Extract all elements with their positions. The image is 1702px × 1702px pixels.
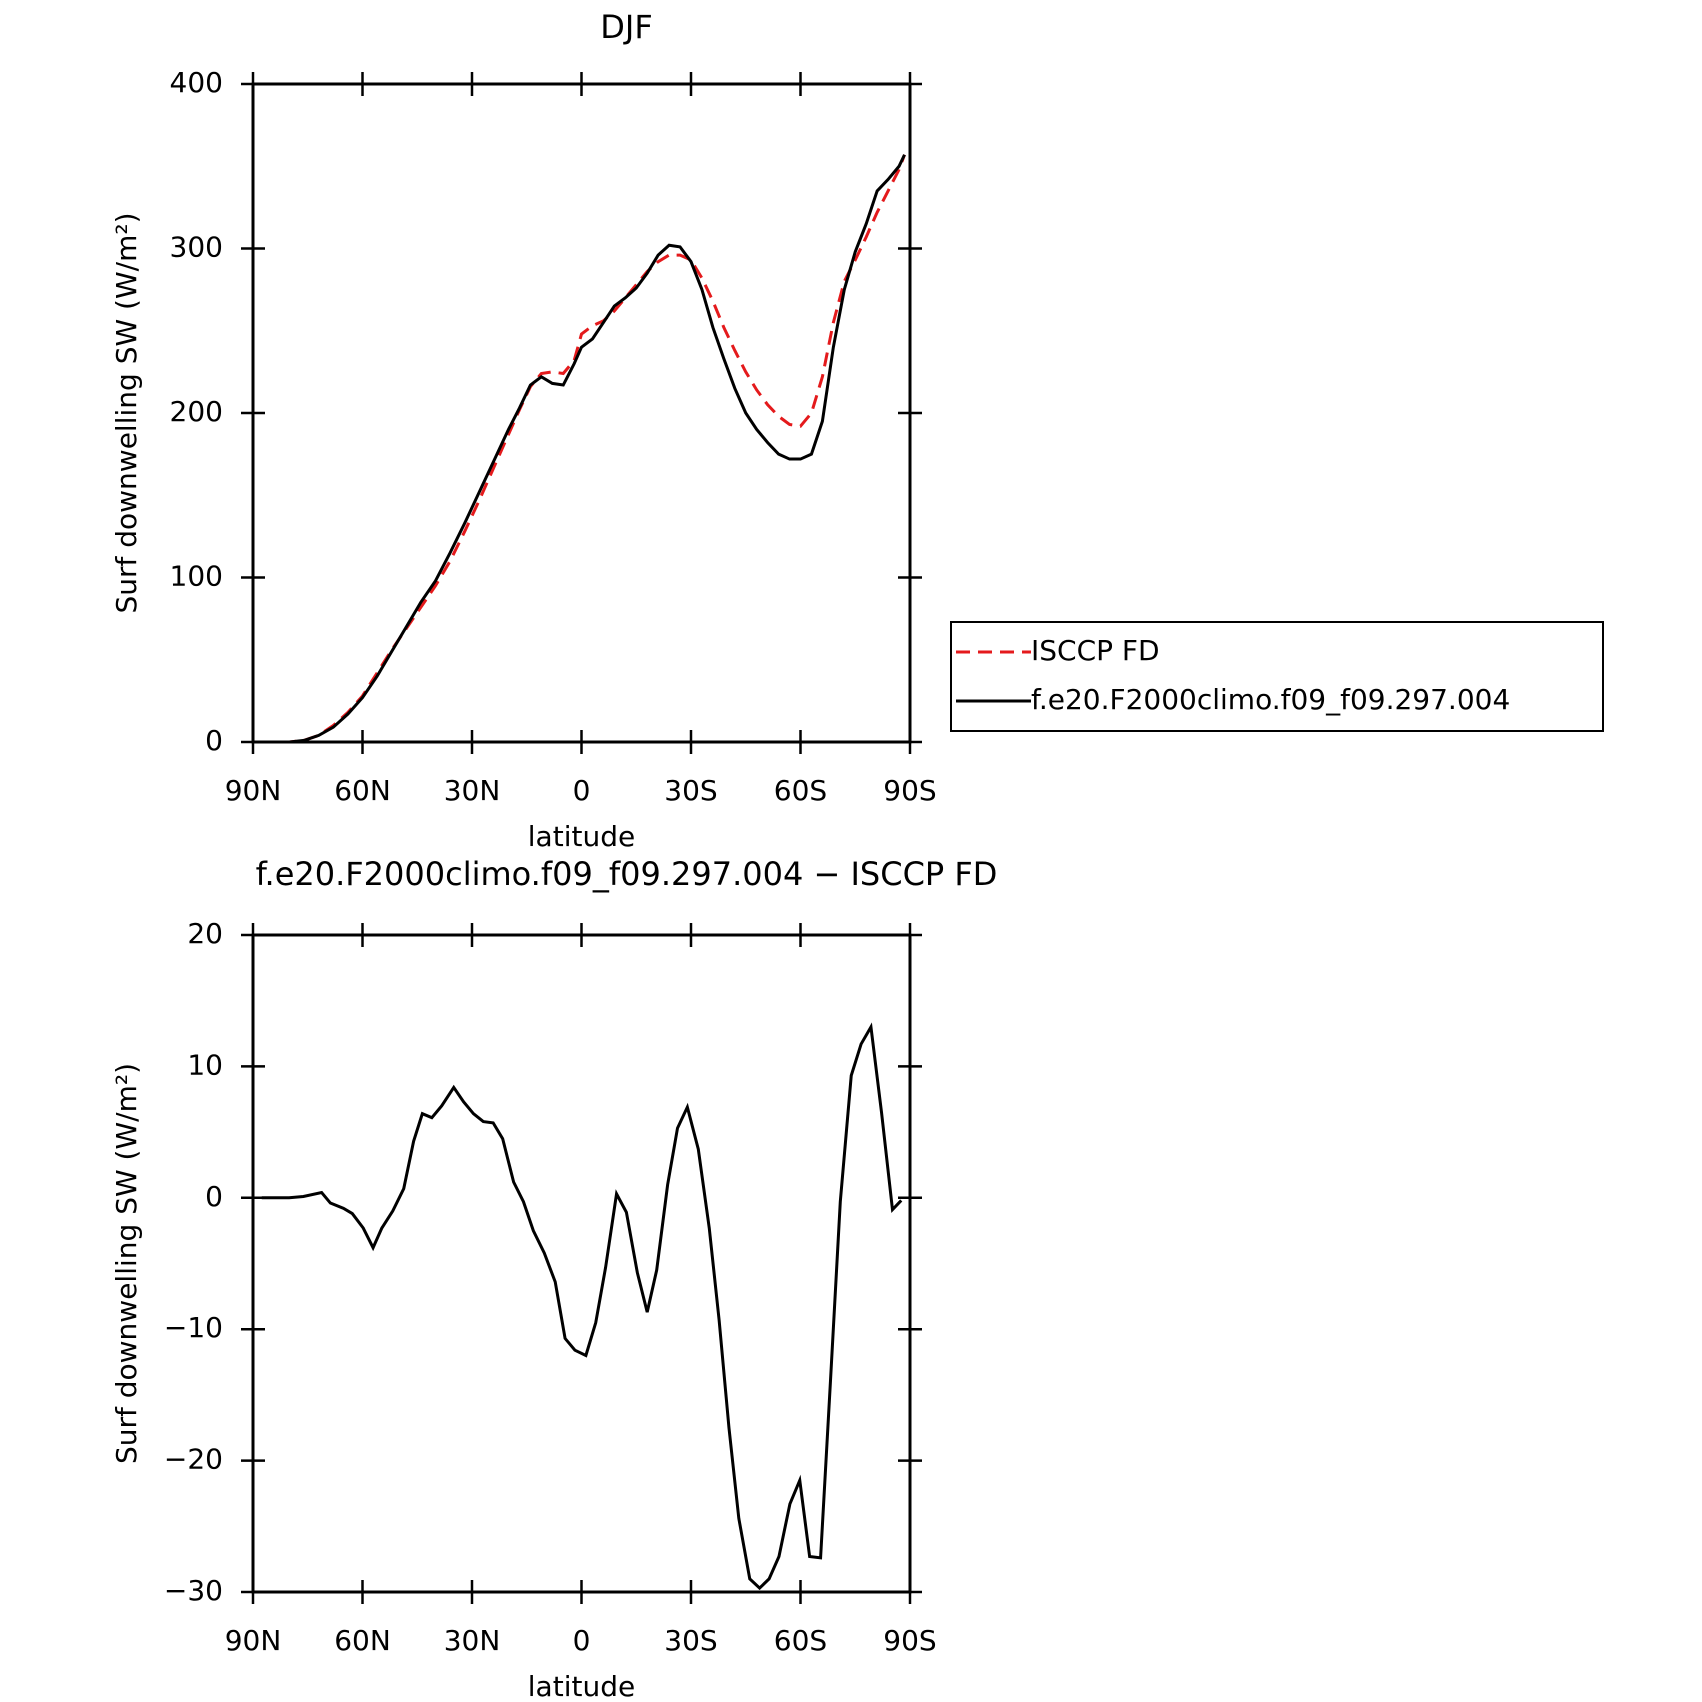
x-axis-label: latitude: [528, 820, 635, 853]
x-tick-label: 60S: [774, 774, 827, 807]
chart-title: f.e20.F2000climo.f09_f09.297.004 − ISCCP…: [256, 855, 998, 893]
chart-title: DJF: [600, 8, 652, 46]
y-tick-label: 300: [170, 231, 223, 264]
legend-label: f.e20.F2000climo.f09_f09.297.004: [1031, 683, 1510, 716]
data-line: [261, 1022, 903, 1591]
x-axis-label: latitude: [528, 1670, 635, 1702]
x-tick-label: 90S: [883, 1624, 936, 1657]
x-tick-label: 90S: [883, 774, 936, 807]
plot-frame: [251, 933, 912, 1594]
x-tick-label: 60N: [334, 774, 391, 807]
y-axis-label: Surf downwelling SW (W/m²): [110, 1063, 143, 1464]
x-tick-label: 60S: [774, 1624, 827, 1657]
x-tick-label: 60N: [334, 1624, 391, 1657]
y-tick-label: −10: [164, 1311, 223, 1344]
y-tick-label: 0: [205, 1180, 223, 1213]
plot-frame: [251, 82, 912, 744]
x-tick-label: 90N: [225, 1624, 282, 1657]
y-tick-label: 0: [205, 724, 223, 757]
y-tick-label: 20: [187, 917, 223, 950]
data-line: [260, 154, 906, 744]
y-tick-label: 100: [170, 560, 223, 593]
x-tick-label: 30N: [444, 774, 501, 807]
y-tick-label: −30: [164, 1574, 223, 1607]
y-tick-label: −20: [164, 1443, 223, 1476]
x-tick-label: 30S: [664, 1624, 717, 1657]
y-axis-label: Surf downwelling SW (W/m²): [110, 212, 143, 613]
legend-box: [950, 621, 1604, 732]
y-tick-label: 200: [170, 395, 223, 428]
legend-label: ISCCP FD: [1031, 634, 1160, 667]
x-tick-label: 0: [573, 1624, 591, 1657]
y-tick-label: 10: [187, 1048, 223, 1081]
x-tick-label: 90N: [225, 774, 282, 807]
x-tick-label: 30N: [444, 1624, 501, 1657]
x-tick-label: 0: [573, 774, 591, 807]
data-line: [260, 154, 906, 744]
x-tick-label: 30S: [664, 774, 717, 807]
y-tick-label: 400: [170, 66, 223, 99]
